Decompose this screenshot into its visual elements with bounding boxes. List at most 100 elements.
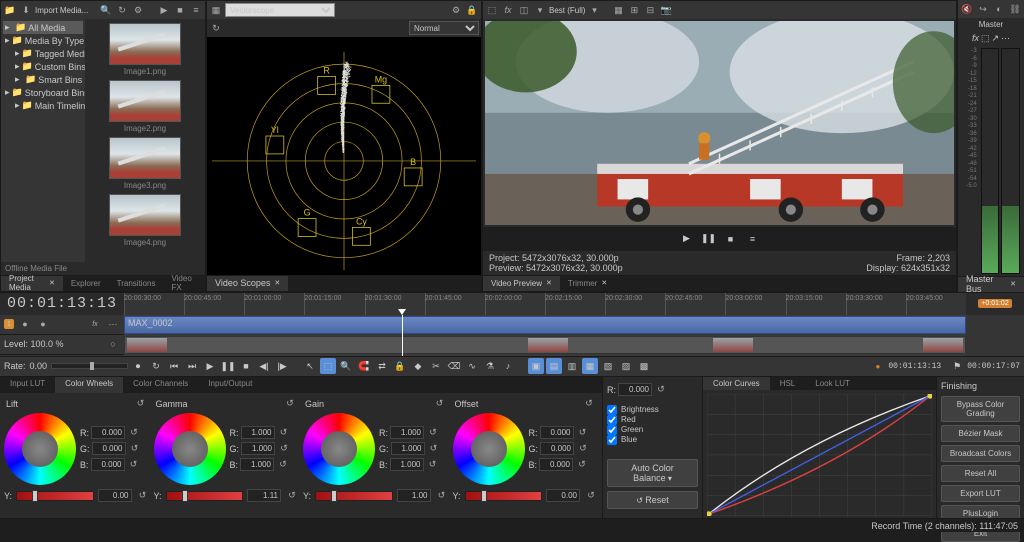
preview-quality-label[interactable]: Best (Full) — [549, 6, 585, 15]
track-solo-icon[interactable]: ● — [36, 317, 50, 331]
tl-lock-button[interactable]: 🔒 — [392, 358, 408, 374]
tl-normal-tool[interactable]: ↖ — [302, 358, 318, 374]
r-input[interactable] — [540, 426, 574, 439]
y-slider[interactable] — [16, 491, 93, 501]
close-icon[interactable]: ✕ — [601, 279, 607, 287]
track-mute-icon[interactable]: ● — [18, 317, 32, 331]
y-slider[interactable] — [465, 491, 542, 501]
tl-zoom-tool[interactable]: 🔍 — [338, 358, 354, 374]
b-input[interactable] — [91, 458, 125, 471]
video-clip-thumbs[interactable] — [124, 336, 966, 354]
tl-rec-button[interactable]: ⏺ — [130, 358, 146, 374]
grid-icon[interactable]: ⊟ — [643, 3, 657, 17]
tl-env-button[interactable]: ∿ — [464, 358, 480, 374]
y-value[interactable]: 1.00 — [397, 489, 431, 502]
reset-icon[interactable]: ↺ — [575, 458, 589, 472]
r-input[interactable] — [241, 426, 275, 439]
auto-color-button[interactable]: Auto Color Balance ▾ — [607, 459, 698, 487]
tl-flag-icon[interactable]: ⚑ — [949, 358, 965, 374]
preview-split-icon[interactable]: ◫ — [517, 3, 531, 17]
tl-marker-button[interactable]: ◆ — [410, 358, 426, 374]
fin-bypass-color-grading[interactable]: Bypass Color Grading — [941, 396, 1020, 422]
cg-tab-color-wheels[interactable]: Color Wheels — [55, 377, 123, 393]
mid-r-input[interactable] — [618, 383, 652, 396]
import-media-label[interactable]: Import Media... — [35, 6, 88, 15]
tl-vol-button[interactable]: ♪ — [500, 358, 516, 374]
color-wheel-gamma[interactable] — [154, 413, 226, 485]
track-more-icon[interactable]: ⋯ — [106, 317, 120, 331]
reset-wheel-icon[interactable]: ↺ — [134, 397, 148, 411]
tree-item[interactable]: ▸📁All Media — [3, 21, 83, 34]
y-value[interactable]: 1.11 — [247, 489, 281, 502]
color-wheel-gain[interactable] — [303, 413, 375, 485]
media-thumb[interactable] — [109, 137, 181, 179]
master-dim-icon[interactable]: ◐ — [992, 2, 1006, 16]
tree-item[interactable]: ▸📁Main Timeline — [3, 99, 83, 112]
r-input[interactable] — [91, 426, 125, 439]
g-input[interactable] — [391, 442, 425, 455]
cg-tab-input-lut[interactable]: Input LUT — [0, 377, 55, 393]
reset-wheel-icon[interactable]: ↺ — [283, 397, 297, 411]
y-value[interactable]: 0.00 — [98, 489, 132, 502]
tl-end-button[interactable]: ⏭ — [184, 358, 200, 374]
master-insert-icon[interactable]: ⬚ — [981, 33, 990, 44]
preview-quality-icon[interactable]: ▾ — [533, 3, 547, 17]
cg-tab-input-output[interactable]: Input/Output — [198, 377, 262, 393]
fin-broadcast-colors[interactable]: Broadcast Colors — [941, 445, 1020, 462]
tab-explorer[interactable]: Explorer — [63, 276, 109, 291]
fin-b-zier-mask[interactable]: Bézier Mask — [941, 425, 1020, 442]
timeline-ruler[interactable]: 20:00:30:0020:00:45:0020:01:00:0020:01:1… — [124, 293, 966, 315]
tl-auto-ripple[interactable]: ⇄ — [374, 358, 390, 374]
reset-icon[interactable]: ↺ — [277, 426, 291, 440]
track-header-1[interactable]: 1 ● ● fx ⋯ — [0, 315, 124, 335]
reset-icon[interactable]: ↺ — [584, 489, 598, 503]
b-input[interactable] — [240, 458, 274, 471]
y-value[interactable]: 0.00 — [546, 489, 580, 502]
preview-ext-icon[interactable]: ⬚ — [485, 3, 499, 17]
reset-wheel-icon[interactable]: ↺ — [582, 397, 596, 411]
menu-button[interactable]: ≡ — [745, 231, 761, 247]
tl-mode7[interactable]: ▩ — [636, 358, 652, 374]
tl-play-button[interactable]: ▶ — [202, 358, 218, 374]
tl-mode6[interactable]: ▨ — [618, 358, 634, 374]
scope-settings-icon[interactable]: ⚙ — [449, 3, 463, 17]
chevron-down-icon[interactable]: ▾ — [587, 3, 601, 17]
master-mute-icon[interactable]: 🔇 — [960, 2, 974, 16]
import-icon[interactable]: ⬇ — [19, 3, 33, 17]
preview-fx-icon[interactable]: fx — [501, 3, 515, 17]
close-icon[interactable]: ✕ — [546, 279, 552, 287]
tl-split-button[interactable]: ✂ — [428, 358, 444, 374]
close-icon[interactable]: ✕ — [274, 279, 280, 287]
reset-icon[interactable]: ↺ — [276, 458, 290, 472]
y-slider[interactable] — [315, 491, 392, 501]
overlay-icon[interactable]: ▦ — [611, 3, 625, 17]
tab-master-bus[interactable]: Master Bus✕ — [958, 277, 1024, 292]
track-header-2[interactable]: Level: 100.0 % ○ — [0, 335, 124, 355]
tree-item[interactable]: ▸📁Smart Bins — [3, 73, 83, 86]
options-icon[interactable]: ≡ — [189, 3, 203, 17]
curve-tab-look-lut[interactable]: Look LUT — [805, 377, 860, 390]
master-chain-icon[interactable]: ⛓ — [1008, 2, 1022, 16]
scope-menu-icon[interactable]: ▦ — [209, 3, 223, 17]
play-button[interactable]: ▶ — [679, 231, 695, 247]
reset-icon[interactable]: ↺ — [427, 442, 441, 456]
master-out-icon[interactable]: ↪ — [976, 2, 990, 16]
tl-mode4[interactable]: ▦ — [582, 358, 598, 374]
tl-mode2[interactable]: ▤ — [546, 358, 562, 374]
reset-icon[interactable]: ↺ — [576, 442, 590, 456]
master-more-icon[interactable]: ⋯ — [1001, 33, 1010, 44]
pause-button[interactable]: ❚❚ — [701, 231, 717, 247]
play-icon[interactable]: ▶ — [157, 3, 171, 17]
tree-item[interactable]: ▸📁Custom Bins — [3, 60, 83, 73]
reset-button[interactable]: ↺ Reset — [607, 491, 698, 509]
media-thumb[interactable] — [109, 194, 181, 236]
b-input[interactable] — [539, 458, 573, 471]
safe-icon[interactable]: ⊞ — [627, 3, 641, 17]
tl-loop-button[interactable]: ↻ — [148, 358, 164, 374]
close-icon[interactable]: ✕ — [49, 279, 55, 287]
r-input[interactable] — [390, 426, 424, 439]
video-clip[interactable]: MAX_0002 — [124, 316, 966, 334]
master-send-icon[interactable]: ↗ — [991, 33, 999, 44]
tl-next-button[interactable]: |▶ — [274, 358, 290, 374]
check-blue[interactable]: Blue — [607, 435, 698, 445]
